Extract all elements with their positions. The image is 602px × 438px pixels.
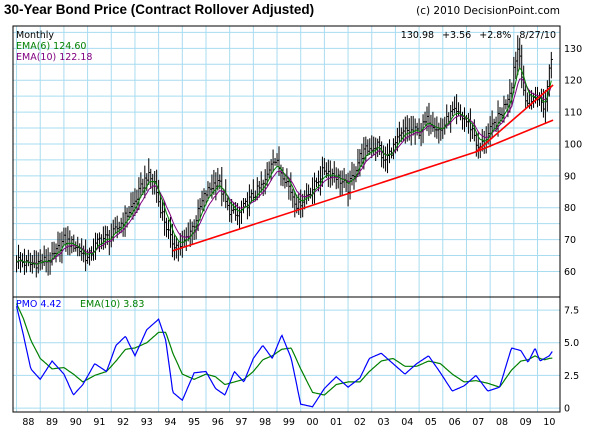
x-tick-label: 06 <box>449 417 461 428</box>
trendlines <box>172 84 554 252</box>
legend-pmo-signal: EMA(10) 3.83 <box>80 299 144 310</box>
price-y-tick-labels: 60 70 80 90 100 110 120 130 <box>564 44 582 278</box>
price-series-group <box>16 35 553 278</box>
x-tick-label: 03 <box>378 417 390 428</box>
pmo-panel-border <box>12 296 561 413</box>
price-y-tick-label: 90 <box>564 171 576 182</box>
x-tick-label: 95 <box>188 417 200 428</box>
x-tick-label: 91 <box>93 417 105 428</box>
chart-title: 30-Year Bond Price (Contract Rollover Ad… <box>4 2 314 17</box>
x-axis: 88 89 90 91 92 93 94 95 96 97 98 99 00 01 02 03 04 05 06 07… <box>22 417 555 428</box>
pmo-y-tick-label: 7.5 <box>564 306 579 317</box>
price-panel: Monthly EMA(6) 124.60 EMA(10) 122.18 130… <box>12 25 582 298</box>
trendline <box>475 84 554 153</box>
x-tick-label: 04 <box>401 417 413 428</box>
x-tick-label: 97 <box>235 417 247 428</box>
legend-ema6: EMA(6) 124.60 <box>16 41 86 52</box>
copyright: (c) 2010 DecisionPoint.com <box>416 5 560 17</box>
pmo-y-tick-label: 0 <box>564 404 570 415</box>
price-y-tick-label: 100 <box>564 139 582 150</box>
price-vertical-grid <box>16 26 539 297</box>
x-tick-label: 90 <box>70 417 82 428</box>
price-y-tick-label: 70 <box>564 235 576 246</box>
x-tick-label: 10 <box>543 417 555 428</box>
x-tick-label: 00 <box>307 417 319 428</box>
x-tick-label: 89 <box>46 417 58 428</box>
last-value: 130.98 <box>401 30 434 41</box>
price-y-tick-label: 110 <box>564 108 582 119</box>
x-tick-label: 05 <box>425 417 437 428</box>
legend-ema10: EMA(10) 122.18 <box>16 52 92 63</box>
last-date: 8/27/10 <box>519 30 556 41</box>
price-y-tick-label: 120 <box>564 76 582 87</box>
x-tick-label: 93 <box>141 417 153 428</box>
x-tick-label: 02 <box>354 417 366 428</box>
ema6-line <box>16 66 552 266</box>
price-panel-background <box>13 26 560 297</box>
x-tick-label: 07 <box>472 417 484 428</box>
price-y-tick-label: 80 <box>564 203 576 214</box>
price-y-tick-label: 130 <box>564 44 582 55</box>
x-tick-label: 94 <box>164 417 176 428</box>
pmo-y-tick-labels: 0 2.5 5.0 7.5 <box>564 306 579 415</box>
x-tick-label: 08 <box>496 417 508 428</box>
pmo-line <box>16 305 553 408</box>
legend-pmo: PMO 4.42 <box>16 299 62 310</box>
x-tick-label: 09 <box>520 417 532 428</box>
x-tick-label: 88 <box>22 417 34 428</box>
x-tick-label: 96 <box>212 417 224 428</box>
last-change: +3.56 <box>442 30 471 41</box>
x-tick-label: 92 <box>117 417 129 428</box>
pmo-panel-background <box>13 297 560 412</box>
periodicity-label: Monthly <box>16 30 54 41</box>
last-percent: +2.8% <box>479 30 511 41</box>
pmo-panel: PMO 4.42 EMA(10) 3.83 0 2.5 5.0 7.5 <box>12 296 579 415</box>
pmo-series-group <box>16 303 553 408</box>
last-quote: 130.98 +3.56 +2.8% 8/27/10 <box>401 30 556 41</box>
pmo-y-tick-label: 2.5 <box>564 371 579 382</box>
x-tick-label: 01 <box>330 417 342 428</box>
pmo-y-tick-label: 5.0 <box>564 338 579 349</box>
pmo-vertical-grid <box>16 297 539 412</box>
price-y-tick-label: 60 <box>564 267 576 278</box>
x-tick-label: 99 <box>283 417 295 428</box>
pmo-horizontal-grid <box>13 309 560 409</box>
x-tick-label: 98 <box>259 417 271 428</box>
